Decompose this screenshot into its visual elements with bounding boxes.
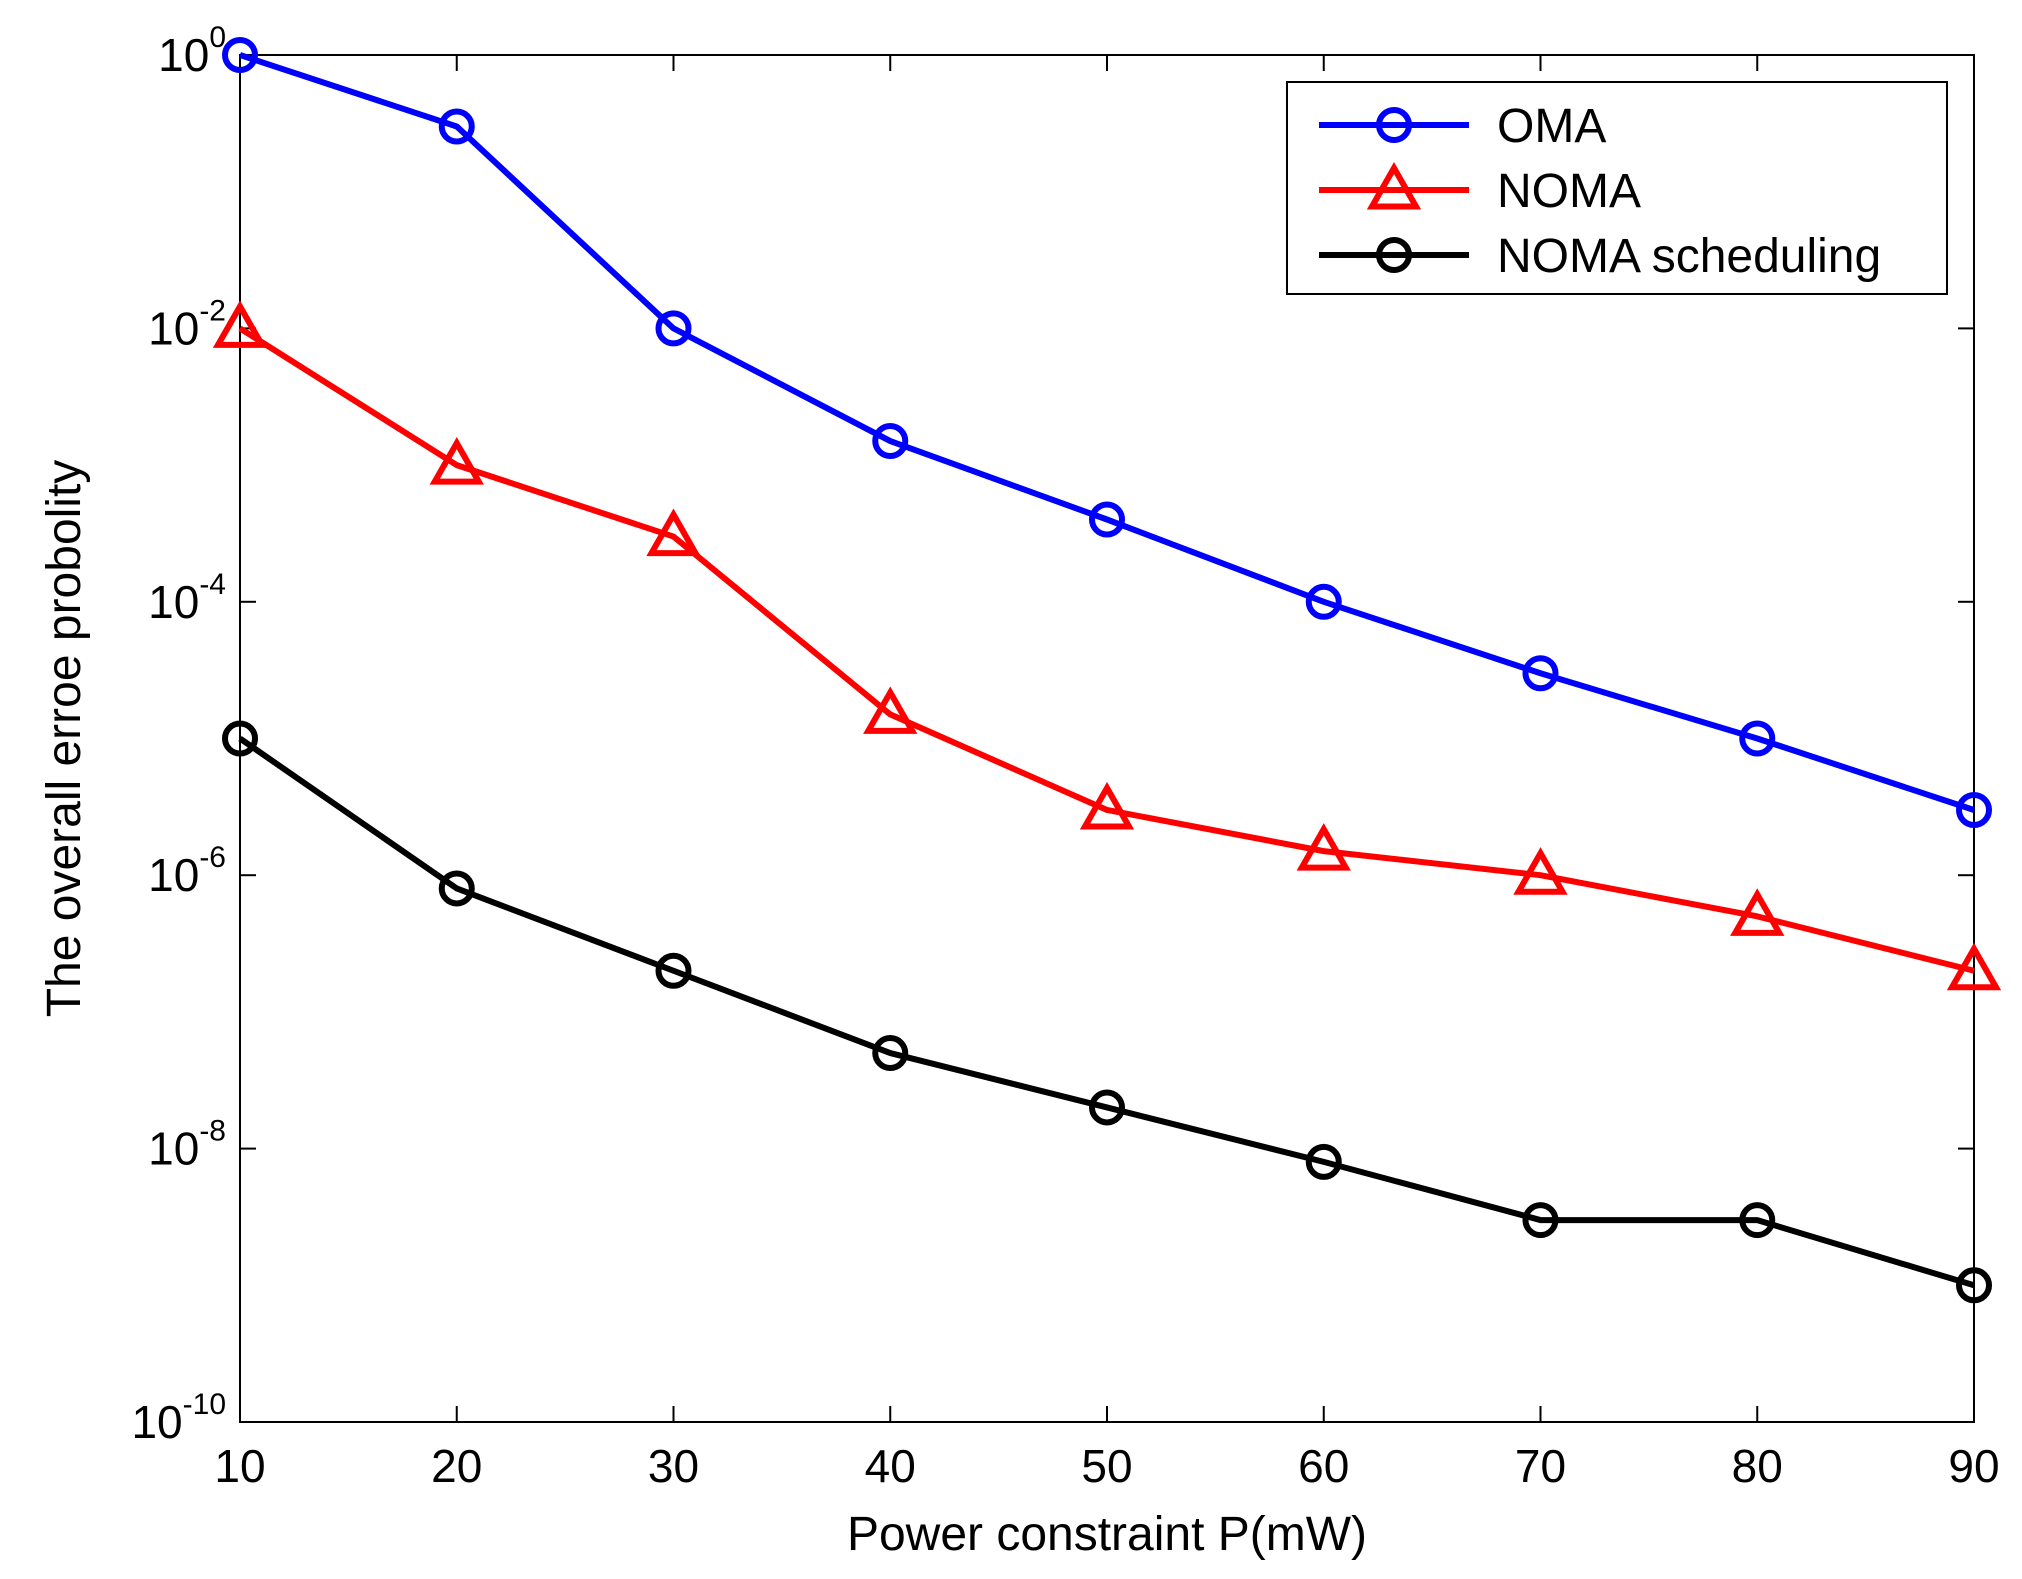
x-tick-label: 40 [865, 1440, 916, 1492]
data-point-noma [1513, 847, 1568, 895]
series-layer [212, 37, 2002, 1304]
y-tick-label: 10-8 [148, 1115, 226, 1175]
x-tick-label: 90 [1948, 1440, 1999, 1492]
data-point-noma [863, 686, 918, 734]
data-point-noma-scheduling [1956, 1267, 1992, 1304]
legend-marker-noma [1366, 161, 1422, 210]
legend-label-noma: NOMA [1497, 165, 1641, 218]
x-tick-label: 10 [214, 1440, 265, 1492]
data-point-oma [1305, 583, 1342, 620]
legend: OMA NOMA NOMA scheduling [1286, 81, 1948, 295]
y-tick-label: 10-4 [148, 568, 226, 628]
data-point-oma [1522, 655, 1559, 692]
y-tick-label: 100 [158, 21, 226, 81]
x-axis-label: Power constraint P(mW) [847, 1508, 1367, 1561]
legend-label-noma-scheduling: NOMA scheduling [1497, 230, 1881, 283]
legend-label-oma: OMA [1497, 100, 1606, 153]
data-point-oma [222, 37, 258, 73]
x-tick-label: 60 [1298, 1440, 1349, 1492]
x-tick-label: 50 [1081, 1440, 1132, 1492]
data-point-noma-scheduling [872, 1035, 909, 1072]
x-tick-label: 20 [431, 1440, 482, 1492]
series-line-noma-scheduling [238, 736, 1975, 1289]
data-point-oma [872, 423, 909, 460]
data-point-noma-scheduling [438, 870, 475, 907]
legend-marker-oma [1376, 107, 1412, 143]
series-oma [222, 37, 1992, 828]
data-point-noma [646, 508, 701, 557]
data-point-noma [1296, 823, 1351, 871]
x-tick-label: 30 [648, 1440, 699, 1492]
y-tick-label: 10-2 [148, 294, 226, 354]
data-point-noma-scheduling [1089, 1089, 1125, 1126]
data-point-oma [1089, 501, 1125, 538]
data-point-noma [212, 300, 268, 348]
data-point-oma [655, 310, 692, 347]
x-tick-label: 80 [1732, 1440, 1783, 1492]
series-noma-scheduling [222, 720, 1992, 1304]
y-axis-label: The overall erroe probolity [38, 460, 91, 1018]
data-point-noma-scheduling [1739, 1202, 1776, 1239]
data-point-noma [1730, 888, 1785, 936]
data-point-oma [438, 108, 475, 145]
data-point-noma-scheduling [222, 720, 258, 757]
data-point-oma [1739, 720, 1776, 757]
y-tick-label: 10-10 [131, 1388, 226, 1448]
data-point-noma [1079, 781, 1135, 830]
data-point-noma [1946, 942, 2002, 991]
axis-ticks: 10 20 30 40 50 60 70 80 90 100 10-2 10-4 10-6 10-8 10-… [131, 21, 1999, 1492]
data-point-noma-scheduling [1305, 1143, 1342, 1180]
series-line-oma [239, 52, 1975, 813]
data-point-oma [1956, 791, 1992, 828]
series-noma [212, 300, 2002, 991]
series-line-noma [238, 325, 1975, 974]
y-tick-label: 10-6 [148, 841, 226, 901]
x-tick-label: 70 [1515, 1440, 1566, 1492]
legend-marker-noma-scheduling [1376, 237, 1412, 273]
data-point-noma-scheduling [1522, 1202, 1559, 1239]
data-point-noma-scheduling [655, 952, 692, 989]
data-point-noma [429, 437, 484, 485]
